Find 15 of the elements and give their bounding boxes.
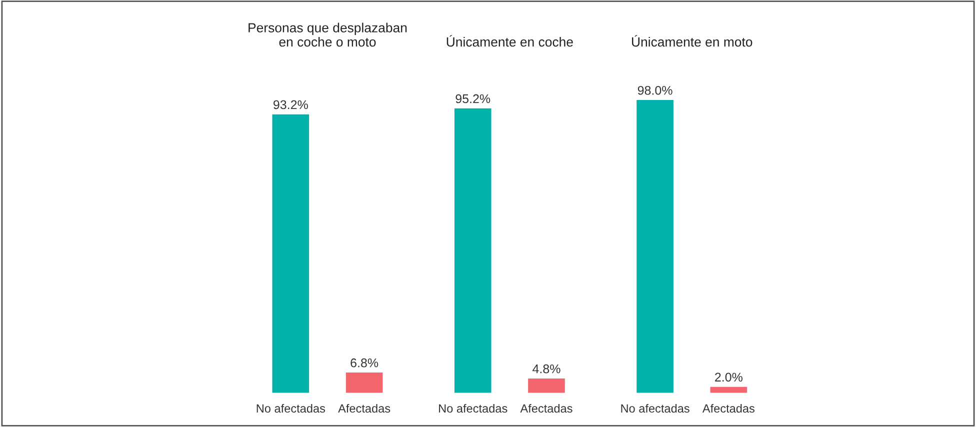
- data-label: 93.2%: [274, 100, 308, 110]
- x-tick-label: Afectadas: [702, 404, 754, 413]
- x-tick-label: No afectadas: [256, 404, 326, 413]
- chart-title: Únicamente en moto: [632, 35, 752, 47]
- x-tick-label: No afectadas: [439, 404, 508, 413]
- x-tick-label: Afectadas: [338, 404, 390, 413]
- data-label: 4.8%: [532, 364, 560, 374]
- data-label: 98.0%: [638, 86, 672, 95]
- x-tick-label: Afectadas: [520, 404, 572, 413]
- data-label: 2.0%: [715, 372, 742, 382]
- x-tick-label: No afectadas: [621, 404, 690, 413]
- data-label: 95.2%: [456, 94, 490, 104]
- chart-title: Únicamente en coche: [446, 35, 573, 47]
- chart-title: Personas que desplazaban en coche o moto: [248, 22, 407, 47]
- data-label: 6.8%: [350, 358, 378, 368]
